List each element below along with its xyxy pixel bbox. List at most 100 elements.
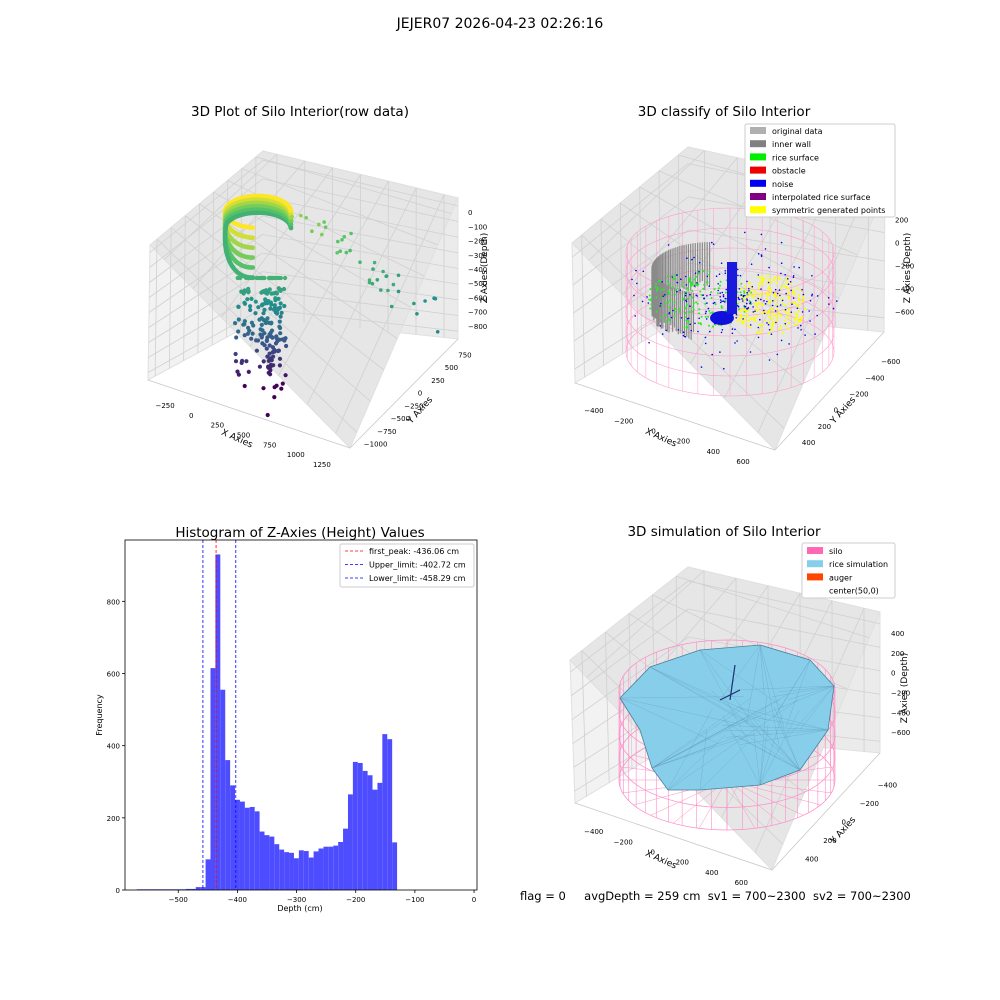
symmetric-point [764,319,767,322]
noise-point [785,292,787,295]
legend-swatch [750,193,766,200]
x-tick-label: −200 [346,896,365,904]
rice-surface-point [650,303,653,306]
mesh-line [759,725,769,786]
mesh-line [753,717,829,731]
noise-point [715,275,718,278]
symmetric-point [759,302,762,305]
data-point [273,275,278,281]
mesh-line [799,685,835,731]
z-grid-line [262,196,459,238]
mesh-line [649,666,772,736]
noise-point [772,300,774,302]
rice-surface-point [648,294,651,297]
symmetric-point [743,308,746,311]
legend-label: center(50,0) [829,587,879,596]
y-tick-label: −200 [860,800,879,808]
rice-surface-point [686,287,689,290]
symmetric-point [797,297,800,300]
data-point [384,274,389,278]
noise-point [684,294,687,297]
data-point [266,358,271,363]
noise-point [757,297,759,300]
symmetric-point [792,301,795,304]
data-point [283,373,288,378]
z-grid-line [262,308,459,332]
symmetric-point [756,309,759,312]
symmetric-point [781,302,784,305]
symmetric-point [779,314,782,318]
symmetric-point [784,324,788,327]
data-point [269,302,274,307]
noise-point [722,294,725,296]
y-tick-label: −250 [404,402,423,410]
histogram-bar [195,887,201,890]
z-grid-line [262,215,459,254]
histogram-bar [352,761,358,890]
symmetric-point [774,276,777,279]
mesh-line [651,697,752,769]
rice-surface-point [686,326,689,329]
data-point [274,291,279,296]
symmetric-point [785,316,788,319]
histogram-bar [254,811,260,890]
z-tick-label: 0 [891,670,895,678]
histogram-bar [274,844,280,890]
rice-surface-point [654,285,657,288]
rice-surface-point [659,280,662,282]
symmetric-point [736,319,739,322]
histogram-bar [318,848,324,890]
noise-point [707,307,710,310]
noise-point [665,329,667,332]
rice-surface-point [697,322,700,325]
y-axis-label: Frequency [95,694,104,736]
symmetric-point [769,290,772,294]
z-tick-label: 0 [895,240,899,248]
noise-point [774,288,777,291]
mesh-line [740,737,801,771]
histogram-bar [328,846,334,890]
histogram-bar [284,852,290,890]
z-grid-line [572,196,689,286]
z-grid-line [571,636,689,720]
symmetric-point [800,316,804,319]
legend-label: first_peak: -436.06 cm [369,547,459,556]
x-tick-label: 500 [237,432,250,440]
data-point [396,273,401,278]
y-tick-label: 750 [458,351,471,359]
data-point [335,251,340,255]
data-point [372,260,377,265]
data-point [280,381,285,386]
noise-point [686,257,688,260]
rice-surface-point [709,312,712,315]
y-grid-line [199,203,398,339]
y-grid-line [639,186,840,299]
floor-front-edge [574,802,773,871]
classified-points [631,231,838,370]
data-point [272,303,277,308]
rice-surface-point [673,293,676,296]
symmetric-point [774,313,778,316]
mesh-line [723,719,801,771]
symmetric-point [775,307,779,310]
symmetric-point [767,332,771,335]
data-point [268,306,273,311]
silo-ring [625,247,835,337]
symmetric-point [760,312,764,315]
y-tick-label: −750 [377,428,396,436]
data-point [389,304,394,309]
data-point [256,275,261,281]
data-point [236,372,241,377]
noise-point [706,275,709,278]
rice-surface-point [687,320,690,322]
data-point [367,278,372,282]
x-tick-label: −400 [228,896,247,904]
symmetric-point [781,297,784,300]
noise-point [661,333,664,335]
noise-point [734,342,736,344]
mesh-line [773,713,801,771]
symmetric-point [768,293,771,296]
data-point [358,260,362,265]
auger-marker [719,664,741,701]
legend-swatch [750,206,766,214]
